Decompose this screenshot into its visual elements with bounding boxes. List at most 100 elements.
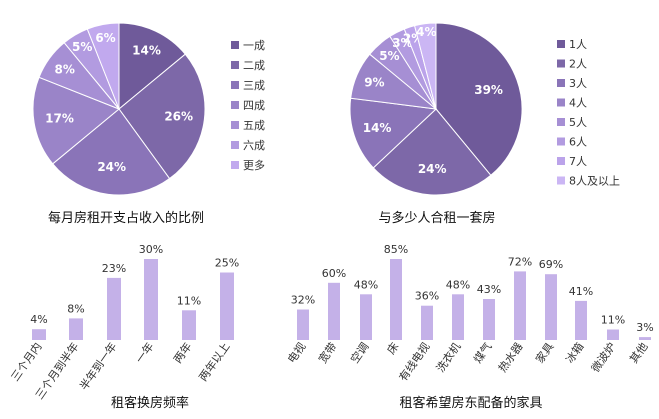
pie-0-legend-swatch: [231, 161, 239, 169]
pie-0-data-label: 26%: [164, 110, 193, 124]
bar-2-bar: [220, 272, 234, 340]
bar-2-data-label: 30%: [139, 243, 163, 256]
pie-1-slice-0: [435, 22, 523, 176]
bar-3-bar: [360, 294, 372, 340]
bar-3-tick-label: 煤气: [470, 340, 494, 366]
bar-3-data-label: 48%: [354, 278, 378, 291]
bar-2-bar: [69, 318, 83, 340]
pie-0-legend-swatch: [231, 141, 239, 149]
bar-3-bar: [514, 271, 526, 340]
pie-1-slice-7: [414, 22, 437, 110]
bar-3-tick-label: 冰箱: [562, 340, 586, 366]
pie-0-slice-0: [118, 22, 186, 111]
pie-0-slice-6: [86, 22, 120, 110]
bar-3-bar: [421, 305, 433, 340]
pie-1-data-label: 3%: [392, 36, 412, 50]
bar-2-data-label: 8%: [67, 302, 84, 315]
bar-3-tick-label: 家具: [532, 340, 556, 366]
pie-1-legend-swatch: [557, 98, 565, 107]
pie-1-legend-label: 2人: [569, 58, 587, 71]
bar-3-bar: [639, 337, 651, 340]
pie-1-legend-swatch: [557, 79, 565, 87]
pie-0-slice-2: [52, 108, 171, 196]
pie-1-legend-swatch: [557, 176, 565, 185]
pie-0-legend-label: 六成: [243, 139, 265, 152]
bar-3-bar: [297, 309, 309, 340]
bar-3-tick-label: 床: [384, 340, 402, 357]
pie-1-legend-label: 8人及以上: [569, 175, 620, 188]
pie-0-legend-label: 五成: [243, 119, 265, 132]
bar-3-data-label: 32%: [291, 294, 315, 307]
bar-3-bar: [328, 282, 340, 340]
pie-1-data-label: 4%: [416, 25, 436, 39]
bar-2-bar: [107, 277, 121, 340]
bar-2-tick-label: 两年: [170, 340, 194, 366]
bar-3-tick-label: 微波炉: [588, 340, 618, 375]
pie-1-data-label: 24%: [418, 162, 447, 176]
bar-3-data-label: 69%: [539, 258, 563, 271]
bar-3-bar: [607, 329, 619, 340]
bar-3-data-label: 72%: [508, 255, 532, 268]
bar-3-data-label: 43%: [477, 283, 501, 296]
pie-0-legend-label: 四成: [243, 99, 265, 112]
chart-title-furniture: 租客希望房东配备的家具: [399, 395, 542, 411]
pie-0-data-label: 6%: [95, 31, 115, 45]
bar-3-data-label: 3%: [636, 321, 653, 334]
pie-0-legend-label: 一成: [243, 39, 265, 52]
bar-3-data-label: 41%: [569, 285, 593, 298]
pie-1-slice-1: [372, 108, 492, 196]
bar-3-tick-label: 洗衣机: [433, 340, 463, 375]
pie-0-legend-label: 三成: [243, 79, 265, 92]
bar-3-data-label: 36%: [415, 290, 439, 303]
pie-0-legend-swatch: [231, 81, 239, 89]
pie-0-legend-label: 二成: [243, 59, 265, 72]
pie-1-legend-label: 7人: [569, 155, 587, 168]
pie-0-data-label: 14%: [132, 44, 161, 58]
pie-1-slice-2: [349, 97, 438, 169]
chart-title-roommates: 与多少人合租一套房: [378, 210, 495, 226]
bar-3-data-label: 85%: [384, 243, 408, 256]
bar-2-tick-label: 半年到一年: [76, 340, 119, 393]
pie-1-legend-swatch: [557, 157, 565, 165]
pie-1-data-label: 9%: [364, 75, 384, 89]
pie-0-legend-label: 更多: [243, 158, 265, 172]
bar-2-data-label: 4%: [30, 313, 47, 326]
pie-1-legend-swatch: [557, 40, 565, 48]
bar-3-bar: [452, 294, 464, 340]
pie-1-data-label: 5%: [379, 49, 399, 63]
bar-2-bar: [144, 259, 158, 340]
pie-1-data-label: 39%: [474, 83, 503, 97]
bar-2-tick-label: 两年以上: [196, 340, 233, 384]
pie-0-data-label: 8%: [55, 63, 75, 77]
bar-3-bar: [545, 274, 557, 340]
pie-0-slice-3: [32, 76, 120, 165]
bar-3-bar: [390, 259, 402, 340]
pie-1-legend-swatch: [557, 59, 565, 68]
bar-2-bar: [182, 310, 196, 340]
bar-3-data-label: 48%: [446, 278, 470, 291]
bar-3-data-label: 60%: [322, 267, 346, 280]
pie-1-legend-label: 1人: [569, 38, 587, 51]
bar-2-tick-label: 一年: [132, 340, 156, 366]
chart-title-rent-share: 每月房租开支占收入的比例: [48, 210, 204, 226]
pie-0-data-label: 24%: [97, 160, 126, 174]
bar-2-tick-label: 三个月内: [8, 340, 45, 384]
chart-title-move-frequency: 租客换房频率: [111, 395, 189, 411]
pie-0-data-label: 17%: [45, 111, 74, 125]
pie-0-legend-swatch: [231, 61, 239, 69]
bar-2-data-label: 23%: [102, 262, 126, 275]
pie-1-legend-label: 4人: [569, 97, 587, 110]
bar-3-tick-label: 其他: [627, 340, 650, 365]
pie-1-legend-swatch: [557, 118, 565, 126]
bar-2-bar: [32, 329, 46, 340]
pie-0-legend-swatch: [231, 121, 239, 129]
bar-3-tick-label: 空调: [347, 340, 371, 366]
pie-1-legend-label: 5人: [569, 116, 587, 129]
bar-3-bar: [483, 299, 495, 340]
pie-0-slice-1: [118, 53, 206, 180]
bar-3-bar: [575, 300, 587, 340]
pie-0-legend-swatch: [231, 41, 239, 49]
pie-1-legend-label: 6人: [569, 136, 587, 149]
bar-3-tick-label: 宽带: [315, 340, 339, 366]
